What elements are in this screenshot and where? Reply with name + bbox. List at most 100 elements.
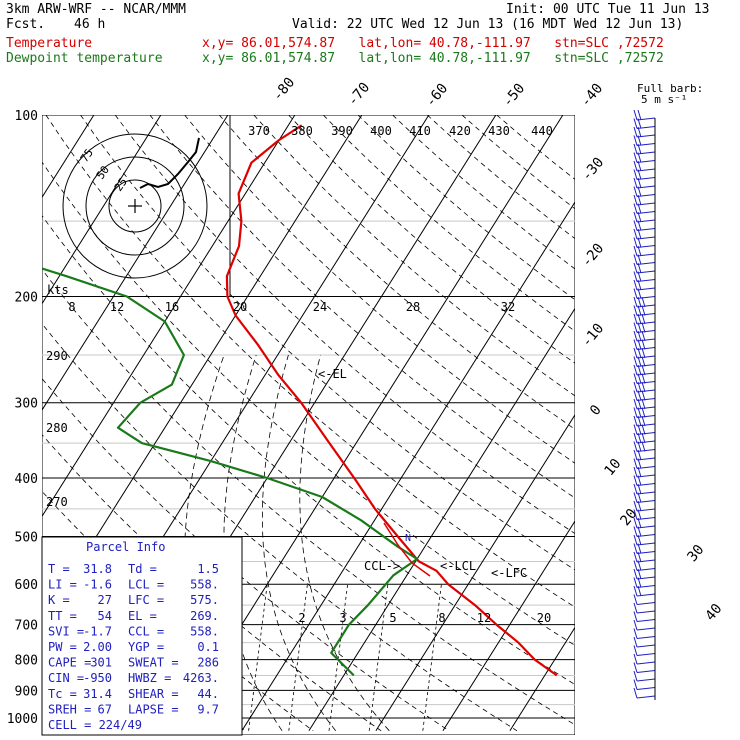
- wind-barb-flag: [633, 381, 638, 393]
- wind-barb: [636, 644, 656, 648]
- wind-barb-flag: [641, 364, 646, 376]
- wind-barb: [636, 525, 656, 529]
- wind-barb-flag: [633, 160, 638, 172]
- wind-barb-flag: [633, 220, 638, 231]
- valid-time: Valid: 22 UTC Wed 12 Jun 13 (16 MDT Wed …: [292, 17, 684, 32]
- wind-barb-flag: [637, 364, 642, 376]
- wind-barb-flag: [633, 143, 638, 155]
- wind-barb: [636, 313, 656, 316]
- pressure-tick-label: 500: [15, 530, 38, 545]
- isotherm: [42, 115, 162, 305]
- pressure-tick-label: 1000: [7, 712, 38, 727]
- wind-barb-flag: [633, 262, 638, 274]
- wind-barb-flag: [637, 577, 642, 588]
- hodograph-speed-label: 24: [313, 300, 327, 314]
- dewpoint-location: x,y= 86.01,574.87 lat,lon= 40.78,-111.97…: [202, 51, 664, 66]
- parcel-stat-value: 9.7: [197, 702, 219, 716]
- wind-barb-flag: [633, 577, 638, 588]
- wind-barb-flag: [641, 441, 646, 452]
- temperature-legend: Temperature: [6, 36, 93, 51]
- parcel-stat-value: 286: [197, 656, 219, 670]
- wind-barb: [636, 185, 656, 189]
- parcel-stat-label: T =: [48, 562, 70, 576]
- wind-barb-flag: [637, 458, 642, 469]
- dry-adiabat: [357, 115, 575, 301]
- isotherm-label: -10: [579, 321, 608, 351]
- wind-barb: [636, 347, 656, 350]
- wind-barb-flag: [637, 194, 642, 206]
- wind-barb-flag: [633, 432, 638, 444]
- theta-label: 370: [248, 124, 270, 138]
- wind-barb: [636, 151, 656, 155]
- wind-barb-flag: [633, 551, 638, 563]
- wind-barb-flag: [637, 381, 642, 393]
- wind-barb-flag: [641, 373, 646, 384]
- wind-barb-flag: [641, 415, 646, 427]
- wind-barb-flag: [637, 203, 642, 214]
- parcel-stat-value: 31.8: [83, 562, 112, 576]
- isotherm-label: -60: [423, 81, 452, 111]
- dewpoint-legend: Dewpoint temperature: [6, 51, 163, 66]
- wind-barb-flag: [633, 458, 638, 469]
- wind-barb-flag: [633, 466, 638, 478]
- wind-barb-flag: [637, 118, 642, 129]
- wind-barb-flag: [633, 339, 638, 350]
- wind-barb-flag: [637, 330, 642, 342]
- parcel-stat-value: 31.4: [83, 687, 112, 701]
- wind-barb-flag: [637, 398, 642, 410]
- parcel-stat-label: SWEAT =: [128, 656, 179, 670]
- parcel-stat-value: 0.1: [197, 640, 219, 654]
- isotherm-label: -80: [270, 75, 299, 105]
- wind-barb-flag: [633, 628, 638, 639]
- dry-adiabat: [42, 323, 518, 732]
- mixing-ratio-label: 20: [537, 611, 551, 625]
- wind-barb-flag: [633, 687, 638, 699]
- wind-barb: [636, 474, 656, 478]
- wind-barb-flag: [633, 373, 638, 384]
- wind-barb: [636, 134, 656, 138]
- wind-barb-flag: [637, 186, 642, 197]
- isotherm-label: 30: [684, 542, 707, 565]
- parcel-stat-value: 44.: [197, 687, 219, 701]
- pressure-tick-label: 200: [15, 291, 38, 306]
- dry-adiabat: [42, 161, 575, 646]
- mixing-ratio-label: 2: [298, 611, 305, 625]
- wind-barb-flag: [637, 356, 642, 367]
- wind-key-unit: 5 m s⁻¹: [641, 93, 687, 106]
- wind-barb-flag: [637, 543, 642, 554]
- wind-barb-flag: [637, 339, 642, 350]
- wind-barb-flag: [641, 381, 646, 393]
- parcel-stat-label: SREH =: [48, 702, 91, 716]
- wind-barb-flag: [637, 135, 642, 146]
- wind-barb: [636, 194, 656, 197]
- wind-barb-flag: [633, 475, 638, 486]
- wind-barb-flag: [633, 271, 638, 282]
- wind-barb-flag: [637, 517, 642, 529]
- theta-label: 400: [370, 124, 392, 138]
- parcel-stat-value: -1.7: [83, 624, 112, 638]
- wind-barb: [636, 568, 656, 571]
- wind-barb-flag: [641, 296, 646, 308]
- wind-barb: [636, 695, 656, 699]
- wind-barb-flag: [637, 560, 642, 571]
- wind-barb-flag: [637, 551, 642, 563]
- parcel-stat-label: K =: [48, 593, 70, 607]
- wind-barb: [636, 177, 656, 180]
- parcel-stat-label: Tc =: [48, 687, 77, 701]
- wind-barb-flag: [637, 313, 642, 325]
- wind-barb-flag: [637, 305, 642, 316]
- wind-barb-flag: [637, 211, 642, 223]
- wind-barb-flag: [637, 347, 642, 359]
- hodograph-speed-label: 16: [165, 300, 179, 314]
- mixing-ratio-line: [288, 584, 308, 731]
- parcel-stat-label: LCL =: [128, 578, 164, 592]
- wind-barb-flag: [641, 339, 646, 350]
- level-marker: <-LFC: [491, 566, 527, 580]
- wind-barb-flag: [633, 534, 638, 546]
- isotherm: [442, 520, 575, 732]
- wind-barb-flag: [633, 662, 638, 673]
- isotherm: [0, 115, 27, 731]
- parcel-stat-label: YGP =: [128, 640, 164, 654]
- isotherm: [644, 115, 740, 731]
